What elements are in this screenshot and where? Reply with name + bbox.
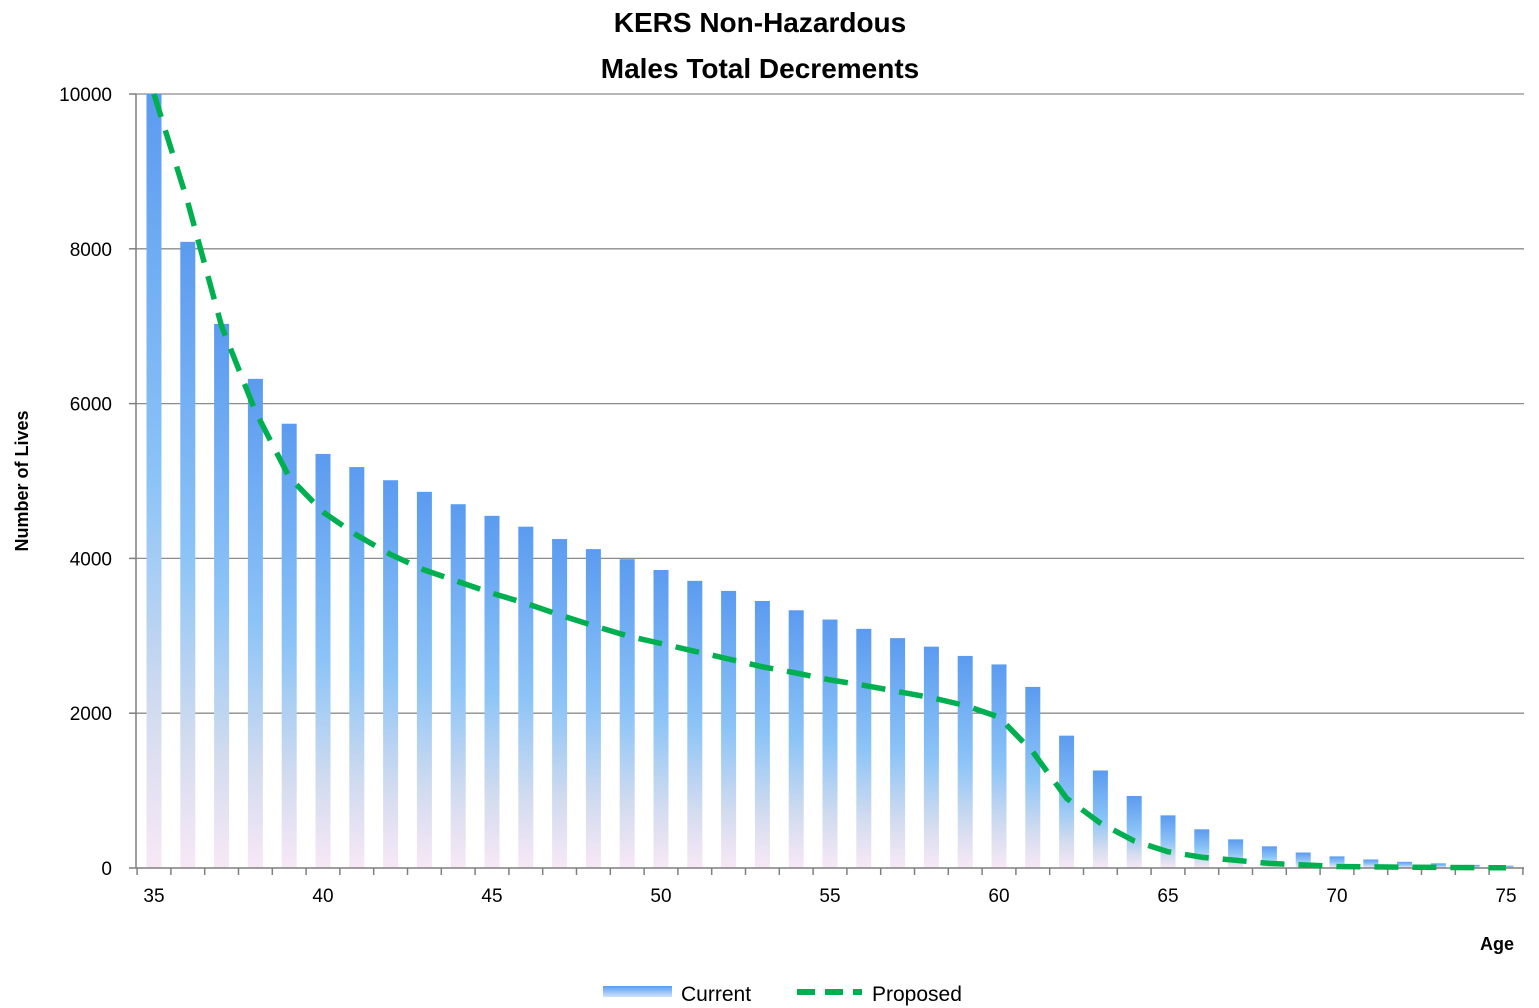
y-tick-label: 2000 [70, 704, 112, 725]
proposed-series-line [151, 93, 1507, 871]
bar-current [1160, 815, 1176, 868]
current-bars [146, 94, 1514, 869]
bar-current [923, 646, 939, 868]
y-tick-label: 6000 [70, 395, 112, 416]
bar-current [890, 638, 906, 868]
legend: Current Proposed [603, 983, 962, 1006]
bar-current [1194, 829, 1210, 868]
y-tick-label: 4000 [70, 549, 112, 570]
y-tick-label: 10000 [59, 85, 112, 106]
bar-current [214, 323, 230, 868]
legend-proposed-label: Proposed [872, 983, 962, 1006]
bar-current [788, 610, 804, 868]
bar-current [1430, 863, 1446, 868]
proposed-line [151, 93, 1507, 871]
bar-current [450, 504, 466, 868]
bar-current [619, 559, 635, 868]
x-tick-label: 60 [988, 886, 1009, 907]
x-axis-title: Age [1480, 934, 1514, 954]
bar-current [383, 480, 399, 868]
bar-current [1329, 856, 1345, 868]
x-tick-label: 55 [819, 886, 840, 907]
bar-current [281, 423, 297, 868]
bar-current [1059, 735, 1075, 868]
y-tick-labels: 0 2000 4000 6000 8000 10000 [59, 85, 112, 880]
y-tick-label: 0 [101, 859, 112, 880]
bar-current [1025, 686, 1041, 868]
bar-current [552, 539, 568, 868]
x-tick-label: 40 [312, 886, 333, 907]
bar-current [518, 526, 534, 868]
gridlines [136, 93, 1524, 714]
bar-current [856, 628, 872, 868]
bar-current [721, 590, 737, 868]
legend-current-label: Current [681, 983, 751, 1006]
x-tick-label: 45 [481, 886, 502, 907]
bar-current [146, 94, 162, 868]
bar-current [991, 664, 1007, 868]
bar-current [1397, 861, 1413, 868]
x-tick-label: 75 [1495, 886, 1516, 907]
chart-title-line-2: Males Total Decrements [601, 53, 920, 84]
bar-current [957, 655, 973, 868]
x-tick-label: 70 [1326, 886, 1347, 907]
bar-current [754, 600, 770, 868]
bar-current [822, 619, 838, 868]
bar-current [1092, 770, 1108, 868]
bar-current [653, 570, 669, 868]
axes [129, 93, 1524, 875]
chart-title-line-1: KERS Non-Hazardous [614, 7, 906, 38]
bar-current [315, 453, 331, 868]
bar-current [585, 549, 601, 868]
bar-current [1126, 796, 1142, 868]
x-tick-label: 35 [143, 886, 164, 907]
bar-current [349, 467, 365, 868]
bar-current [247, 378, 263, 868]
bar-current [1363, 859, 1379, 868]
legend-current-swatch [603, 986, 672, 997]
y-axis-title: Number of Lives [12, 410, 32, 551]
y-tick-label: 8000 [70, 240, 112, 261]
bar-current [416, 491, 432, 868]
x-tick-labels: 35 40 45 50 55 60 65 70 75 [143, 886, 1516, 907]
x-tick-label: 50 [650, 886, 671, 907]
bar-current [484, 515, 500, 868]
bar-current [1228, 839, 1244, 868]
bar-current [687, 580, 703, 868]
bar-current [180, 241, 196, 869]
x-tick-label: 65 [1157, 886, 1178, 907]
